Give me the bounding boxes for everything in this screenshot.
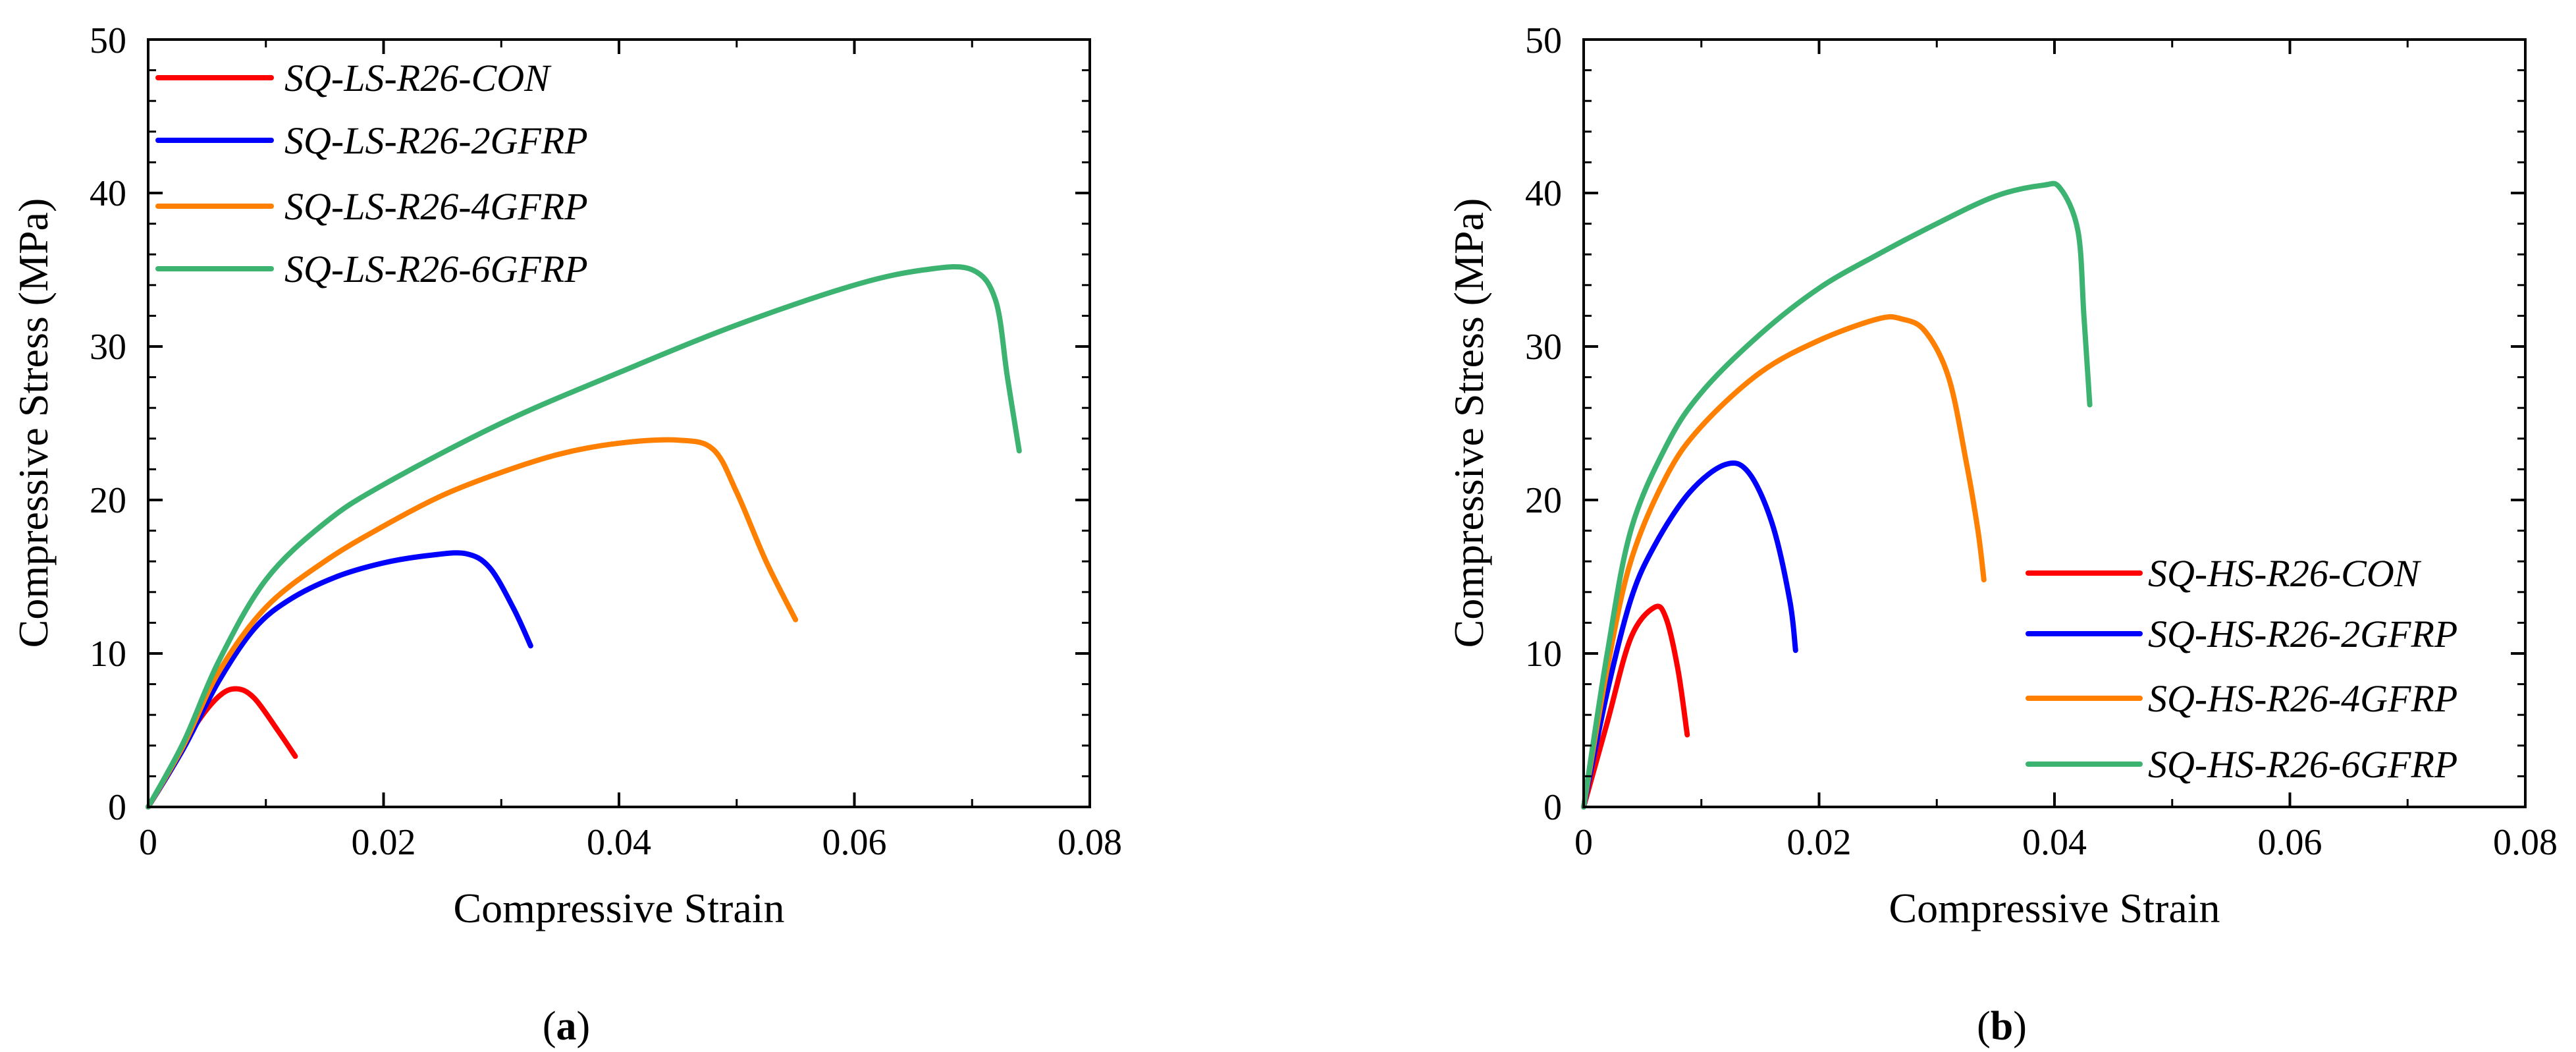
- panel-a: 0 0.02 0.04 0.06 0.08 0 10 20 30 40 50 C…: [10, 20, 1122, 1049]
- panel-a-y-tick-label: 30: [90, 327, 126, 368]
- panel-b-caption: (b): [1977, 1004, 2027, 1049]
- panel-a-caption-letter: a: [556, 1004, 577, 1049]
- panel-b-series-layer: [1581, 180, 2093, 810]
- panel-b-legend-label-2gfrp: SQ-HS-R26-2GFRP: [2148, 613, 2457, 655]
- panel-a-x-axis-title: Compressive Strain: [453, 885, 784, 931]
- panel-a-legend-label-6gfrp: SQ-LS-R26-6GFRP: [284, 248, 588, 291]
- panel-b-y-tick-label: 50: [1525, 20, 1562, 61]
- panel-a-legend-label-4gfrp: SQ-LS-R26-4GFRP: [284, 185, 588, 228]
- panel-a-x-tick-label: 0.06: [822, 822, 887, 863]
- panel-b-y-tick-label: 40: [1525, 173, 1562, 214]
- panel-b-y-tick-label: 30: [1525, 327, 1562, 368]
- panel-b-y-tick-labels: 0 10 20 30 40 50: [1525, 20, 1562, 828]
- panel-b-ticks: [1582, 38, 2527, 808]
- panel-b-series-sq-hs-r26-con: [1581, 603, 1690, 810]
- panel-b: 0 0.02 0.04 0.06 0.08 0 10 20 30 40 50 C…: [1445, 20, 2558, 1049]
- panel-b-y-axis-title: Compressive Stress (MPa): [1445, 198, 1492, 648]
- panel-b-series-sq-hs-r26-6gfrp: [1581, 180, 2093, 810]
- panel-b-x-tick-label: 0.04: [2022, 822, 2087, 863]
- panel-b-y-tick-label: 0: [1543, 787, 1562, 828]
- panel-b-x-tick-label: 0.08: [2493, 822, 2558, 863]
- panel-a-y-tick-label: 40: [90, 173, 126, 214]
- panel-a-series-sq-ls-r26-con: [146, 686, 298, 810]
- panel-a-legend-label-con: SQ-LS-R26-CON: [284, 57, 552, 99]
- panel-b-x-tick-labels: 0 0.02 0.04 0.06 0.08: [1574, 822, 2558, 863]
- panel-b-legend: SQ-HS-R26-CON SQ-HS-R26-2GFRP SQ-HS-R26-…: [2026, 552, 2457, 786]
- panel-a-y-tick-label: 50: [90, 20, 126, 61]
- panel-b-x-tick-label: 0.06: [2258, 822, 2322, 863]
- panel-a-x-tick-label: 0.02: [352, 822, 416, 863]
- panel-b-x-axis-title: Compressive Strain: [1889, 885, 2220, 931]
- panel-a-caption: (a): [543, 1004, 590, 1049]
- panel-a-x-tick-label: 0: [139, 822, 157, 863]
- panel-b-series-sq-hs-r26-2gfrp: [1581, 460, 1798, 810]
- panel-b-legend-label-4gfrp: SQ-HS-R26-4GFRP: [2148, 677, 2457, 720]
- panel-a-series-sq-ls-r26-6gfrp: [146, 264, 1022, 810]
- panel-a-y-axis-title: Compressive Stress (MPa): [10, 198, 57, 648]
- panel-b-y-tick-label: 20: [1525, 480, 1562, 521]
- panel-a-y-tick-label: 0: [108, 787, 126, 828]
- panel-b-y-tick-label: 10: [1525, 634, 1562, 675]
- panel-a-ticks: [147, 38, 1091, 808]
- panel-a-y-tick-label: 10: [90, 634, 126, 675]
- panel-b-x-tick-label: 0.02: [1787, 822, 1852, 863]
- panel-a-legend: SQ-LS-R26-CON SQ-LS-R26-2GFRP SQ-LS-R26-…: [155, 57, 588, 291]
- panel-a-y-tick-label: 20: [90, 480, 126, 521]
- panel-a-x-tick-label: 0.04: [587, 822, 651, 863]
- panel-a-series-sq-ls-r26-4gfrp: [146, 437, 799, 810]
- panel-b-series-sq-hs-r26-4gfrp: [1581, 314, 1987, 810]
- panel-b-x-tick-label: 0: [1574, 822, 1593, 863]
- panel-a-x-tick-label: 0.08: [1058, 822, 1122, 863]
- panel-a-series-layer: [146, 264, 1022, 810]
- panel-a-legend-label-2gfrp: SQ-LS-R26-2GFRP: [284, 119, 588, 162]
- panel-b-legend-label-6gfrp: SQ-HS-R26-6GFRP: [2148, 743, 2457, 786]
- panel-b-caption-letter: b: [1991, 1004, 2013, 1049]
- panel-a-series-sq-ls-r26-2gfrp: [146, 550, 533, 810]
- panel-b-legend-label-con: SQ-HS-R26-CON: [2148, 552, 2422, 595]
- panel-a-x-tick-labels: 0 0.02 0.04 0.06 0.08: [139, 822, 1122, 863]
- panel-a-y-tick-labels: 0 10 20 30 40 50: [90, 20, 126, 828]
